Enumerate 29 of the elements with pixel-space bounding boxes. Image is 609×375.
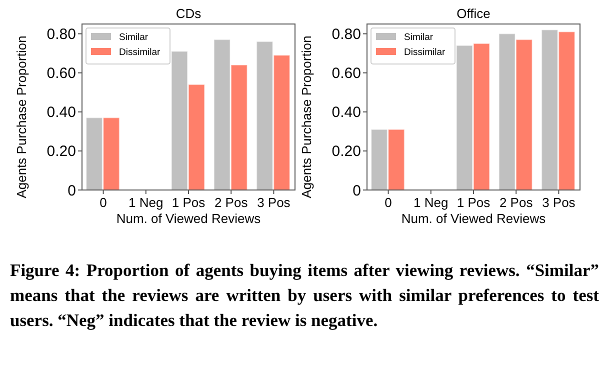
y-tick-label: 0.40	[46, 104, 76, 122]
x-tick-label: 0	[384, 195, 392, 210]
legend-label: Dissimilar	[404, 47, 446, 58]
legend-label: Dissimilar	[119, 47, 160, 58]
x-tick-label: 0	[100, 195, 107, 210]
x-axis-title: Num. of Viewed Reviews	[116, 211, 262, 226]
x-tick-label: 3 Pos	[257, 195, 291, 210]
y-axis-title: Agents Purchase Proportion	[299, 36, 314, 198]
y-tick-label: 0.60	[332, 65, 361, 82]
x-tick-label: 1 Pos	[172, 195, 206, 210]
y-axis-title: Agents Purchase Proportion	[14, 36, 29, 198]
y-tick-label: 0.80	[332, 26, 361, 44]
x-tick-label: 3 Pos	[542, 195, 576, 210]
legend-label: Similar	[404, 32, 434, 43]
y-tick-label: 0.60	[46, 65, 76, 82]
y-tick-label: 0.20	[332, 143, 361, 160]
y-tick-label: 0.20	[46, 143, 76, 160]
legend-label: Similar	[119, 32, 148, 43]
x-tick-label: 2 Pos	[214, 195, 248, 210]
x-tick-label: 1 Neg	[414, 195, 448, 210]
caption: Figure 4: Proportion of agents buying items after viewing reviews. “Similar” means that the reviews are written by users with similar preferences to test users. “Neg” indicates that the review is negative.	[10, 259, 599, 332]
chart-title: CDs	[176, 6, 202, 21]
chart-title: Office	[456, 6, 490, 21]
y-tick-label: 0.40	[332, 104, 361, 122]
x-tick-label: 1 Pos	[456, 195, 491, 210]
x-axis-title: Num. of Viewed Reviews	[401, 211, 546, 226]
y-tick-label: 0.80	[46, 26, 76, 44]
x-tick-label: 2 Pos	[499, 195, 534, 210]
x-tick-label: 1 Neg	[128, 195, 164, 210]
